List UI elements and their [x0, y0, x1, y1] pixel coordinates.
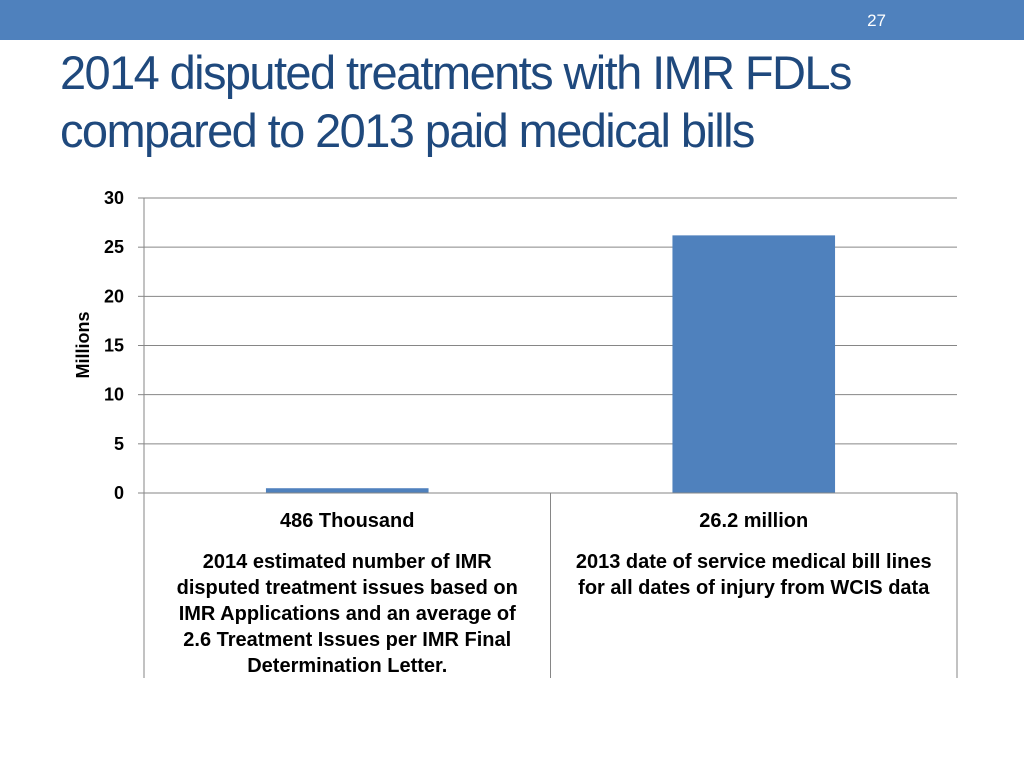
- category-value-label: 26.2 million: [699, 510, 808, 532]
- bars: [265, 235, 836, 493]
- category-description-line: IMR Applications and an average of: [179, 603, 516, 625]
- y-tick-label: 10: [104, 385, 124, 405]
- category-description-line: 2013 date of service medical bill lines: [576, 551, 932, 573]
- slide-number: 27: [867, 11, 886, 30]
- category-description-line: 2.6 Treatment Issues per IMR Final: [183, 629, 511, 651]
- y-tick-label: 25: [104, 237, 124, 257]
- y-tick-label: 30: [104, 188, 124, 208]
- y-tick-label: 20: [104, 286, 124, 306]
- bar: [672, 235, 836, 493]
- top-bar: 27: [0, 0, 1024, 40]
- category-description-line: 2014 estimated number of IMR: [203, 551, 493, 573]
- category-description-line: Determination Letter.: [247, 655, 447, 677]
- category-value-label: 486 Thousand: [280, 510, 414, 532]
- category-description-line: for all dates of injury from WCIS data: [578, 577, 930, 599]
- bar: [265, 488, 429, 493]
- y-axis-title: Millions: [73, 312, 93, 379]
- title-line-1: 2014 disputed treatments with IMR FDLs: [60, 46, 852, 99]
- y-tick-label: 15: [104, 336, 124, 356]
- slide-title: 2014 disputed treatments with IMR FDLs c…: [60, 44, 1000, 160]
- axes: [138, 197, 958, 678]
- y-tick-label: 5: [114, 434, 124, 454]
- y-tick-label: 0: [114, 483, 124, 503]
- title-line-2: compared to 2013 paid medical bills: [60, 104, 755, 157]
- category-description-line: disputed treatment issues based on: [177, 577, 518, 599]
- labels: 0 5 10 15 20 25 30 486 Thousand 2014 estimated n…: [104, 188, 932, 677]
